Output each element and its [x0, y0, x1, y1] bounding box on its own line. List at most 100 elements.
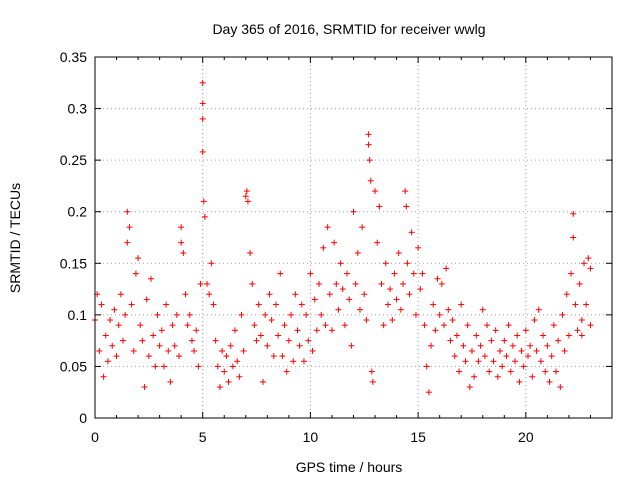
data-point	[268, 317, 275, 324]
data-point	[214, 363, 221, 370]
data-point	[102, 332, 109, 339]
data-point	[176, 353, 183, 360]
data-point	[255, 301, 262, 308]
x-tick-label: 20	[518, 429, 534, 445]
data-point	[154, 311, 161, 318]
data-point	[505, 322, 512, 329]
data-point	[171, 342, 178, 349]
data-point	[120, 337, 127, 344]
x-tick-label: 10	[303, 429, 319, 445]
data-point	[160, 363, 167, 370]
data-point	[122, 311, 129, 318]
data-point	[251, 322, 258, 329]
data-point	[354, 249, 361, 256]
data-point	[201, 213, 208, 220]
data-point	[494, 373, 501, 380]
data-point	[331, 239, 338, 246]
data-point	[244, 198, 251, 205]
data-point	[326, 291, 333, 298]
data-point	[492, 327, 499, 334]
data-point	[163, 301, 170, 308]
data-point	[313, 327, 320, 334]
data-point	[262, 311, 269, 318]
data-point	[130, 347, 137, 354]
y-tick-label: 0.25	[60, 152, 87, 168]
data-point	[570, 234, 577, 241]
data-point	[275, 332, 282, 339]
data-point	[132, 270, 139, 277]
data-point	[395, 249, 402, 256]
data-point	[531, 317, 538, 324]
data-point	[320, 244, 327, 251]
data-point	[460, 342, 467, 349]
data-point	[391, 270, 398, 277]
data-point	[221, 368, 228, 375]
data-point	[412, 311, 419, 318]
data-point	[341, 322, 348, 329]
data-point	[191, 347, 198, 354]
data-point	[462, 358, 469, 365]
data-point	[359, 224, 366, 231]
data-point	[366, 157, 373, 164]
data-point	[368, 368, 375, 375]
data-point	[546, 378, 553, 385]
data-point	[501, 337, 508, 344]
data-point	[374, 239, 381, 246]
data-point	[471, 373, 478, 380]
data-point	[490, 358, 497, 365]
data-point	[109, 342, 116, 349]
data-point	[156, 342, 163, 349]
data-point	[128, 301, 135, 308]
data-point	[369, 378, 376, 385]
data-point	[348, 342, 355, 349]
data-point	[115, 322, 122, 329]
y-tick-label: 0.05	[60, 358, 87, 374]
data-point	[568, 270, 575, 277]
data-point	[249, 280, 256, 287]
data-point	[335, 306, 342, 313]
data-point	[378, 280, 385, 287]
data-point	[537, 358, 544, 365]
data-point	[199, 115, 206, 122]
data-point	[178, 239, 185, 246]
data-point	[232, 327, 239, 334]
x-tick-label: 0	[91, 429, 99, 445]
data-point	[337, 260, 344, 267]
data-point	[557, 384, 564, 391]
data-point	[352, 280, 359, 287]
data-point	[182, 291, 189, 298]
data-point	[415, 244, 422, 251]
data-point	[488, 337, 495, 344]
data-point	[509, 342, 516, 349]
data-point	[124, 208, 131, 215]
data-point	[578, 317, 585, 324]
data-point	[316, 280, 323, 287]
data-point	[544, 342, 551, 349]
data-point	[451, 353, 458, 360]
x-tick-label: 5	[199, 429, 207, 445]
data-point	[533, 347, 540, 354]
data-point	[270, 353, 277, 360]
data-point	[288, 311, 295, 318]
data-point	[290, 358, 297, 365]
data-point	[524, 353, 531, 360]
data-point	[376, 203, 383, 210]
data-point	[580, 260, 587, 267]
data-point	[210, 301, 217, 308]
data-point	[311, 296, 318, 303]
data-point	[356, 306, 363, 313]
data-point	[559, 311, 566, 318]
data-point	[402, 188, 409, 195]
data-point	[393, 296, 400, 303]
data-point	[479, 306, 486, 313]
data-point	[188, 337, 195, 344]
data-point	[529, 373, 536, 380]
data-point	[298, 301, 305, 308]
data-point	[281, 322, 288, 329]
data-point	[466, 384, 473, 391]
data-point	[260, 378, 267, 385]
data-point	[514, 332, 521, 339]
data-point	[137, 322, 144, 329]
data-point	[307, 270, 314, 277]
